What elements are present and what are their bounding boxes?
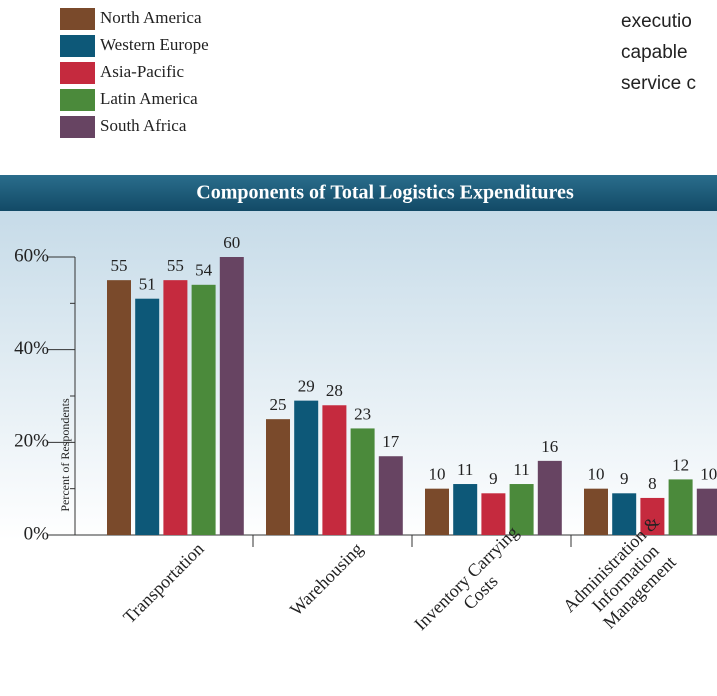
bar <box>107 280 131 535</box>
side-text: service c <box>621 73 696 94</box>
legend-swatch <box>60 35 95 57</box>
value-label: 28 <box>326 381 343 400</box>
legend-swatch <box>60 8 95 30</box>
value-label: 60 <box>223 233 240 252</box>
y-tick-label: 20% <box>14 431 49 452</box>
side-text: capable <box>621 42 688 63</box>
bar <box>266 419 290 535</box>
bar <box>425 488 449 535</box>
y-tick-label: 0% <box>24 523 50 544</box>
value-label: 9 <box>620 469 629 488</box>
value-label: 17 <box>382 432 400 451</box>
title-banner <box>0 175 717 211</box>
bar <box>135 298 160 535</box>
bar <box>612 493 637 535</box>
x-tick-label: Warehousing <box>286 539 367 620</box>
bar <box>350 428 375 535</box>
bar <box>191 284 216 535</box>
value-label: 29 <box>298 377 315 396</box>
value-label: 11 <box>513 460 529 479</box>
value-label: 10 <box>700 465 717 484</box>
bar <box>481 493 506 535</box>
value-label: 16 <box>541 437 558 456</box>
bar <box>453 484 478 535</box>
value-label: 9 <box>489 469 498 488</box>
value-label: 55 <box>167 256 184 275</box>
legend-label: Latin America <box>100 89 198 108</box>
bar <box>509 484 534 535</box>
legend-label: Western Europe <box>100 35 209 54</box>
bar <box>322 405 347 535</box>
legend-label: North America <box>100 8 202 27</box>
bar <box>584 488 608 535</box>
bar <box>219 257 244 535</box>
y-tick-label: 60% <box>14 245 49 266</box>
value-label: 55 <box>111 256 128 275</box>
legend-label: South Africa <box>100 116 187 135</box>
value-label: 10 <box>588 465 605 484</box>
bar <box>640 497 665 535</box>
value-label: 11 <box>457 460 473 479</box>
y-axis-label: Percent of Respondents <box>58 398 72 512</box>
value-label: 54 <box>195 261 213 280</box>
bar <box>537 460 562 535</box>
side-text: executio <box>621 11 692 32</box>
bar <box>668 479 693 535</box>
value-label: 25 <box>270 395 287 414</box>
bar <box>378 456 403 535</box>
legend-swatch <box>60 89 95 111</box>
value-label: 23 <box>354 404 371 423</box>
legend-swatch <box>60 62 95 84</box>
value-label: 10 <box>429 465 446 484</box>
bar <box>696 488 717 535</box>
x-tick-label: Inventory CarryingCosts <box>410 522 536 648</box>
value-label: 8 <box>648 474 657 493</box>
legend-swatch <box>60 116 95 138</box>
bar <box>294 400 319 535</box>
x-tick-label: Transportation <box>119 539 208 628</box>
y-tick-label: 40% <box>14 338 49 359</box>
value-label: 51 <box>139 275 156 294</box>
bar <box>163 280 188 535</box>
legend-label: Asia-Pacific <box>100 62 184 81</box>
chart-title: Components of Total Logistics Expenditur… <box>196 182 574 204</box>
value-label: 12 <box>672 455 689 474</box>
